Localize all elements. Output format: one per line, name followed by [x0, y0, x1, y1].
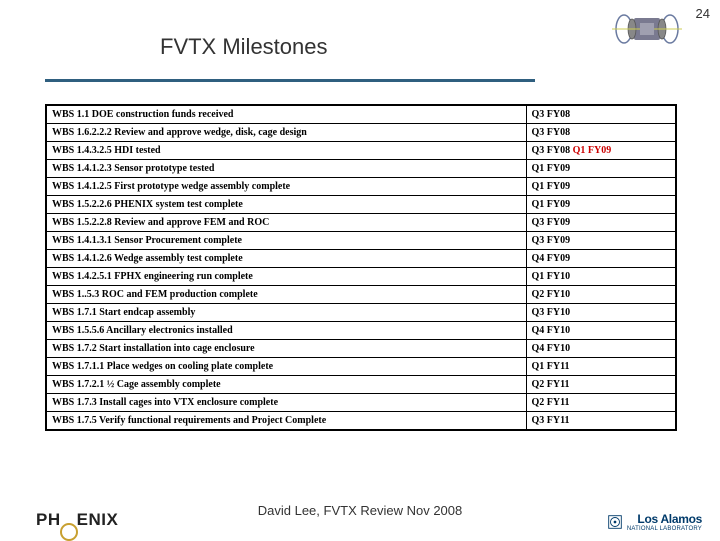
phenix-logo-left: PH — [36, 510, 61, 529]
table-row: WBS 1.4.3.2.5 HDI testedQ3 FY08 Q1 FY09 — [46, 142, 676, 160]
milestone-cell: WBS 1.4.1.2.6 Wedge assembly test comple… — [46, 250, 526, 268]
table-row: WBS 1.7.2 Start installation into cage e… — [46, 340, 676, 358]
table-row: WBS 1.7.1.1 Place wedges on cooling plat… — [46, 358, 676, 376]
table-row: WBS 1.4.1.3.1 Sensor Procurement complet… — [46, 232, 676, 250]
table-row: WBS 1.4.1.2.3 Sensor prototype testedQ1 … — [46, 160, 676, 178]
milestone-cell: WBS 1.7.2 Start installation into cage e… — [46, 340, 526, 358]
date-cell: Q3 FY08 — [526, 105, 676, 124]
table-row: WBS 1.7.1 Start endcap assemblyQ3 FY10 — [46, 304, 676, 322]
date-cell: Q4 FY10 — [526, 340, 676, 358]
date-cell: Q1 FY11 — [526, 358, 676, 376]
milestone-cell: WBS 1..5.3 ROC and FEM production comple… — [46, 286, 526, 304]
date-cell: Q3 FY08 — [526, 124, 676, 142]
table-row: WBS 1.5.2.2.8 Review and approve FEM and… — [46, 214, 676, 232]
milestone-cell: WBS 1.7.5 Verify functional requirements… — [46, 412, 526, 431]
table-row: WBS 1.4.1.2.5 First prototype wedge asse… — [46, 178, 676, 196]
date-cell: Q3 FY08 Q1 FY09 — [526, 142, 676, 160]
table-row: WBS 1..5.3 ROC and FEM production comple… — [46, 286, 676, 304]
table-row: WBS 1.4.2.5.1 FPHX engineering run compl… — [46, 268, 676, 286]
detector-diagram — [602, 8, 692, 50]
date-cell: Q1 FY09 — [526, 178, 676, 196]
date-cell: Q1 FY09 — [526, 196, 676, 214]
milestones-table: WBS 1.1 DOE construction funds receivedQ… — [45, 104, 677, 431]
date-cell: Q3 FY11 — [526, 412, 676, 431]
phenix-logo: PH ENIX — [36, 510, 118, 530]
table-row: WBS 1.5.5.6 Ancillary electronics instal… — [46, 322, 676, 340]
milestone-cell: WBS 1.6.2.2.2 Review and approve wedge, … — [46, 124, 526, 142]
milestone-cell: WBS 1.7.1.1 Place wedges on cooling plat… — [46, 358, 526, 376]
milestone-cell: WBS 1.1 DOE construction funds received — [46, 105, 526, 124]
milestone-cell: WBS 1.4.1.3.1 Sensor Procurement complet… — [46, 232, 526, 250]
milestone-cell: WBS 1.7.1 Start endcap assembly — [46, 304, 526, 322]
date-cell: Q3 FY10 — [526, 304, 676, 322]
date-cell: Q3 FY09 — [526, 214, 676, 232]
milestone-cell: WBS 1.4.1.2.3 Sensor prototype tested — [46, 160, 526, 178]
milestone-cell: WBS 1.4.1.2.5 First prototype wedge asse… — [46, 178, 526, 196]
table-row: WBS 1.7.3 Install cages into VTX enclosu… — [46, 394, 676, 412]
date-revised: Q1 FY09 — [573, 145, 612, 156]
table-row: WBS 1.7.2.1 ½ Cage assembly completeQ2 F… — [46, 376, 676, 394]
date-cell: Q4 FY10 — [526, 322, 676, 340]
milestone-cell: WBS 1.4.2.5.1 FPHX engineering run compl… — [46, 268, 526, 286]
lanl-line1: Los Alamos — [627, 512, 702, 526]
lanl-line2: NATIONAL LABORATORY — [627, 526, 702, 532]
date-cell: Q2 FY11 — [526, 394, 676, 412]
table-row: WBS 1.5.2.2.6 PHENIX system test complet… — [46, 196, 676, 214]
table-row: WBS 1.7.5 Verify functional requirements… — [46, 412, 676, 431]
table-row: WBS 1.4.1.2.6 Wedge assembly test comple… — [46, 250, 676, 268]
milestone-cell: WBS 1.4.3.2.5 HDI tested — [46, 142, 526, 160]
table-row: WBS 1.1 DOE construction funds receivedQ… — [46, 105, 676, 124]
title-underline — [45, 79, 535, 82]
milestone-cell: WBS 1.7.3 Install cages into VTX enclosu… — [46, 394, 526, 412]
date-cell: Q2 FY11 — [526, 376, 676, 394]
milestone-cell: WBS 1.5.2.2.6 PHENIX system test complet… — [46, 196, 526, 214]
slide-title: FVTX Milestones — [160, 34, 328, 60]
los-alamos-logo: Los Alamos NATIONAL LABORATORY — [606, 512, 702, 532]
milestone-cell: WBS 1.5.5.6 Ancillary electronics instal… — [46, 322, 526, 340]
milestone-cell: WBS 1.7.2.1 ½ Cage assembly complete — [46, 376, 526, 394]
phenix-logo-right: ENIX — [77, 510, 119, 529]
date-cell: Q1 FY10 — [526, 268, 676, 286]
page-number: 24 — [696, 6, 710, 21]
milestone-cell: WBS 1.5.2.2.8 Review and approve FEM and… — [46, 214, 526, 232]
table-row: WBS 1.6.2.2.2 Review and approve wedge, … — [46, 124, 676, 142]
date-cell: Q4 FY09 — [526, 250, 676, 268]
date-cell: Q3 FY09 — [526, 232, 676, 250]
date-cell: Q1 FY09 — [526, 160, 676, 178]
date-cell: Q2 FY10 — [526, 286, 676, 304]
